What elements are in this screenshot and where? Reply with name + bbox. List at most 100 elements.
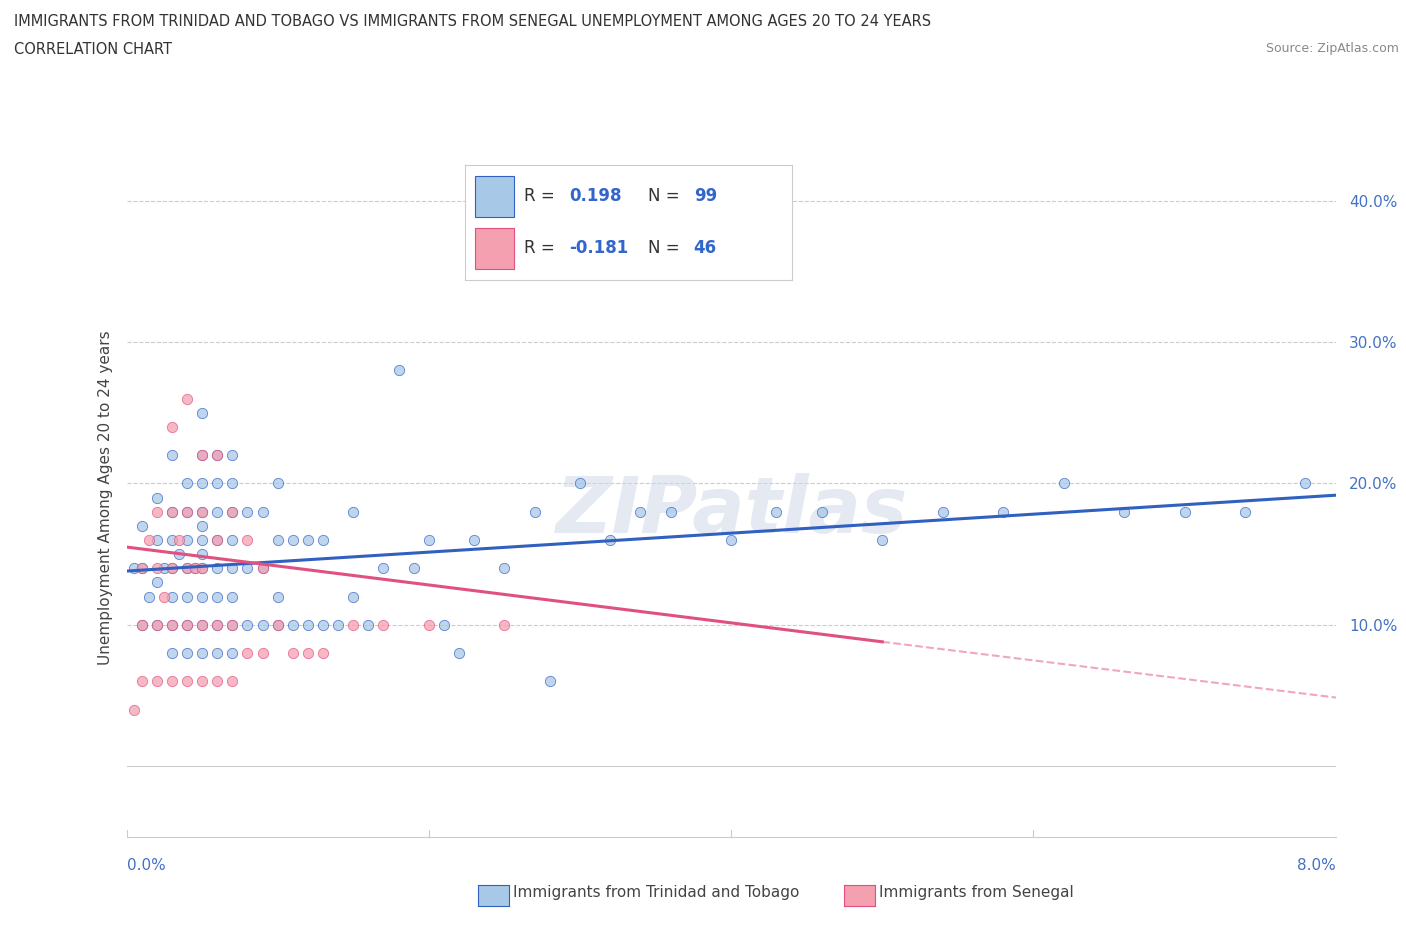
Text: Source: ZipAtlas.com: Source: ZipAtlas.com <box>1265 42 1399 55</box>
Point <box>176 476 198 491</box>
Point <box>205 533 228 548</box>
Point <box>169 547 191 562</box>
Point <box>191 447 214 462</box>
Point <box>138 533 160 548</box>
Point <box>191 674 214 689</box>
Point <box>267 589 290 604</box>
Point <box>191 504 214 519</box>
Point <box>267 618 290 632</box>
Point <box>447 645 470 660</box>
Point <box>183 561 205 576</box>
Point <box>494 561 516 576</box>
Point <box>523 504 546 519</box>
Point <box>388 363 411 378</box>
Point <box>183 561 205 576</box>
Point <box>221 504 243 519</box>
Point <box>373 561 395 576</box>
Point <box>146 504 169 519</box>
Point <box>312 618 335 632</box>
Point <box>418 533 440 548</box>
Point <box>176 645 198 660</box>
Point <box>221 504 243 519</box>
Point <box>205 533 228 548</box>
Point <box>252 561 274 576</box>
Point <box>267 476 290 491</box>
Point <box>160 419 183 434</box>
Point <box>153 561 176 576</box>
Point <box>205 476 228 491</box>
Point <box>122 702 145 717</box>
Point <box>160 589 183 604</box>
Point <box>494 618 516 632</box>
Point <box>191 645 214 660</box>
Point <box>1355 476 1378 491</box>
Text: Immigrants from Senegal: Immigrants from Senegal <box>879 885 1074 900</box>
Point <box>221 618 243 632</box>
Point <box>252 645 274 660</box>
Point <box>221 618 243 632</box>
Point <box>205 674 228 689</box>
Point <box>160 533 183 548</box>
Point <box>342 589 364 604</box>
Point <box>1053 476 1076 491</box>
Point <box>191 533 214 548</box>
Point <box>131 618 153 632</box>
Point <box>810 504 832 519</box>
Point <box>146 490 169 505</box>
Point <box>176 618 198 632</box>
Point <box>146 618 169 632</box>
Point <box>221 561 243 576</box>
Point <box>146 674 169 689</box>
Point <box>131 674 153 689</box>
Point <box>236 618 259 632</box>
Point <box>146 575 169 590</box>
Point <box>221 447 243 462</box>
Point <box>221 589 243 604</box>
Point <box>1234 504 1257 519</box>
Point <box>1174 504 1197 519</box>
Point <box>312 645 335 660</box>
Point <box>191 476 214 491</box>
Point <box>205 589 228 604</box>
Point <box>463 533 485 548</box>
Point <box>160 561 183 576</box>
Point <box>236 504 259 519</box>
Point <box>281 533 304 548</box>
Point <box>146 533 169 548</box>
Point <box>221 476 243 491</box>
Point <box>342 504 364 519</box>
Point <box>160 618 183 632</box>
Point <box>236 533 259 548</box>
Point <box>538 674 561 689</box>
Point <box>402 561 425 576</box>
Point <box>342 618 364 632</box>
Point <box>146 561 169 576</box>
Point <box>720 533 742 548</box>
Point <box>131 618 153 632</box>
Point <box>659 504 682 519</box>
Point <box>131 561 153 576</box>
Point <box>205 447 228 462</box>
Point <box>191 504 214 519</box>
Point <box>160 645 183 660</box>
Point <box>872 533 894 548</box>
Point <box>765 504 787 519</box>
Point <box>599 533 621 548</box>
Point <box>205 618 228 632</box>
Point <box>176 618 198 632</box>
Point <box>297 533 319 548</box>
Point <box>160 561 183 576</box>
Point <box>191 518 214 533</box>
Point <box>160 447 183 462</box>
Point <box>131 561 153 576</box>
Text: IMMIGRANTS FROM TRINIDAD AND TOBAGO VS IMMIGRANTS FROM SENEGAL UNEMPLOYMENT AMON: IMMIGRANTS FROM TRINIDAD AND TOBAGO VS I… <box>14 14 931 29</box>
Point <box>160 504 183 519</box>
Point <box>138 589 160 604</box>
Point <box>191 405 214 420</box>
Point <box>191 447 214 462</box>
Point <box>153 589 176 604</box>
Point <box>373 618 395 632</box>
Point <box>312 533 335 548</box>
Point <box>297 618 319 632</box>
Point <box>221 645 243 660</box>
